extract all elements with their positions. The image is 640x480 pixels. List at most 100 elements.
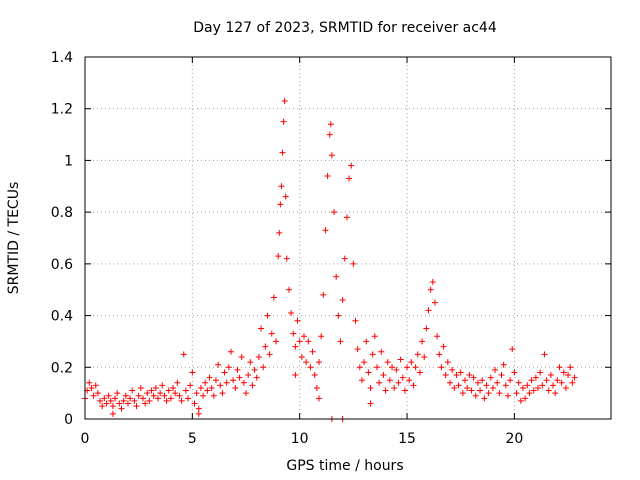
data-point xyxy=(204,387,211,394)
data-point xyxy=(282,193,289,200)
data-point xyxy=(266,351,273,358)
data-point xyxy=(152,384,159,391)
data-point xyxy=(367,400,374,407)
data-point xyxy=(434,333,441,340)
data-point xyxy=(343,214,350,221)
data-point xyxy=(311,372,318,379)
data-point xyxy=(135,392,142,399)
data-point xyxy=(365,369,372,376)
data-point xyxy=(560,369,567,376)
data-point xyxy=(515,379,522,386)
data-point xyxy=(517,397,524,404)
data-point xyxy=(378,348,385,355)
data-point xyxy=(425,307,432,314)
chart-title: Day 127 of 2023, SRMTID for receiver ac4… xyxy=(193,20,497,36)
data-point xyxy=(348,162,355,169)
data-point xyxy=(313,384,320,391)
data-point xyxy=(326,131,333,138)
data-point xyxy=(127,395,134,402)
y-tick-label: 0.2 xyxy=(51,360,73,376)
data-point xyxy=(161,392,168,399)
data-point xyxy=(455,382,462,389)
data-point xyxy=(316,395,323,402)
data-point xyxy=(105,392,112,399)
y-tick-label: 1 xyxy=(64,153,73,169)
data-point xyxy=(431,299,438,306)
data-point xyxy=(99,403,106,410)
data-point xyxy=(285,286,292,293)
data-point xyxy=(371,333,378,340)
data-point xyxy=(346,175,353,182)
data-point xyxy=(217,382,224,389)
data-point xyxy=(264,312,271,319)
data-point xyxy=(532,374,539,381)
data-points xyxy=(82,97,578,422)
data-point xyxy=(401,387,408,394)
data-point xyxy=(159,382,166,389)
data-point xyxy=(481,395,488,402)
data-point xyxy=(526,390,533,397)
data-point xyxy=(97,397,104,404)
data-point xyxy=(339,297,346,304)
y-tick-label: 0.4 xyxy=(51,309,73,325)
data-point xyxy=(397,356,404,363)
data-point xyxy=(112,395,119,402)
data-point xyxy=(440,343,447,350)
data-point xyxy=(535,384,542,391)
data-point xyxy=(410,382,417,389)
data-point xyxy=(462,377,469,384)
data-point xyxy=(150,392,157,399)
data-point xyxy=(404,364,411,371)
data-point xyxy=(333,273,340,280)
data-point xyxy=(292,372,299,379)
data-point xyxy=(238,353,245,360)
data-point xyxy=(137,384,144,391)
data-point xyxy=(483,382,490,389)
data-point xyxy=(273,338,280,345)
data-point xyxy=(421,353,428,360)
data-point xyxy=(318,333,325,340)
data-point xyxy=(350,260,357,267)
data-point xyxy=(320,291,327,298)
data-point xyxy=(116,400,123,407)
data-point xyxy=(103,400,110,407)
data-point xyxy=(502,382,509,389)
data-point xyxy=(322,227,329,234)
data-point xyxy=(208,384,215,391)
data-point xyxy=(215,361,222,368)
data-point xyxy=(292,343,299,350)
data-point xyxy=(280,118,287,125)
data-point xyxy=(180,351,187,358)
data-point xyxy=(470,374,477,381)
data-point xyxy=(446,379,453,386)
data-point xyxy=(468,387,475,394)
data-point xyxy=(290,330,297,337)
data-point xyxy=(485,390,492,397)
data-point xyxy=(567,364,574,371)
data-point xyxy=(324,172,331,179)
data-point xyxy=(245,372,252,379)
data-point xyxy=(187,382,194,389)
data-point xyxy=(176,392,183,399)
data-point xyxy=(255,353,262,360)
data-point xyxy=(167,395,174,402)
data-point xyxy=(225,364,232,371)
data-point xyxy=(438,364,445,371)
data-point xyxy=(569,379,576,386)
data-point xyxy=(283,255,290,262)
y-axis-label: SRMTID / TECUs xyxy=(6,182,22,295)
data-point xyxy=(509,346,516,353)
data-point xyxy=(373,364,380,371)
data-point xyxy=(294,317,301,324)
data-point xyxy=(565,372,572,379)
data-point xyxy=(386,377,393,384)
data-point xyxy=(419,338,426,345)
data-point xyxy=(236,374,243,381)
data-point xyxy=(367,384,374,391)
data-point xyxy=(457,369,464,376)
data-point xyxy=(189,369,196,376)
axis-ticks: 0 5 10 15 20 0 0.2 0.4 0.6 0.8 1 1.2 1.4 xyxy=(51,50,611,447)
data-point xyxy=(253,374,260,381)
data-point xyxy=(519,384,526,391)
